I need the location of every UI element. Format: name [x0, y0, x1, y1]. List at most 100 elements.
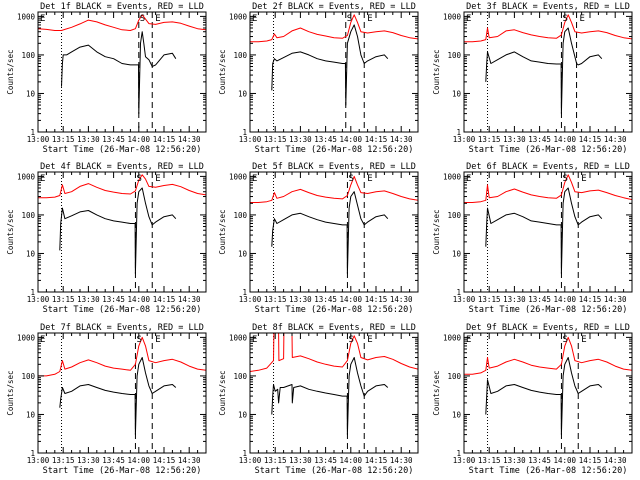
- plot-area: [38, 172, 206, 292]
- y-tick-label: 1: [242, 128, 247, 137]
- x-tick-label: 13:00: [239, 135, 262, 144]
- y-tick-label: 10: [452, 249, 462, 258]
- x-tick-label: 14:30: [178, 135, 201, 144]
- marker-label-left-e: E: [252, 14, 257, 24]
- marker-label-e: E: [155, 335, 160, 345]
- x-tick-label: 14:00: [128, 295, 151, 304]
- y-axis-label: Counts/sec: [432, 49, 441, 94]
- x-axis-label: Start Time (26-Mar-08 12:56:20): [43, 305, 202, 315]
- lld-series-line: [464, 174, 632, 203]
- x-tick-label: 13:45: [102, 135, 125, 144]
- x-tick-label: 14:00: [554, 295, 577, 304]
- marker-label-e: E: [367, 14, 372, 24]
- marker-label-left-e: E: [40, 14, 45, 24]
- y-tick-label: 100: [447, 51, 461, 60]
- y-axis-label: Counts/sec: [6, 49, 15, 94]
- y-tick-label: 100: [21, 51, 35, 60]
- events-series-line: [271, 191, 389, 275]
- x-tick-label: 14:00: [128, 456, 151, 465]
- plot-area: [464, 12, 632, 132]
- x-tick-label: 13:30: [289, 295, 312, 304]
- x-tick-label: 14:15: [365, 135, 388, 144]
- panel-title: Det 6f BLACK = Events, RED = LLD: [466, 162, 630, 172]
- x-tick-label: 13:15: [52, 135, 75, 144]
- x-tick-label: 13:00: [453, 135, 476, 144]
- y-tick-label: 1000: [443, 333, 462, 342]
- events-series-line: [485, 357, 603, 436]
- x-tick-label: 13:15: [478, 135, 501, 144]
- marker-label-left-e: E: [466, 335, 471, 345]
- marker-label-s: S: [562, 335, 567, 345]
- x-tick-label: 13:00: [27, 135, 50, 144]
- panel-title: Det 2f BLACK = Events, RED = LLD: [252, 2, 416, 12]
- x-tick-label: 14:30: [604, 295, 627, 304]
- x-tick-label: 13:00: [27, 295, 50, 304]
- marker-label-e: E: [581, 335, 586, 345]
- axes-frame: [249, 11, 419, 133]
- x-tick-label: 13:15: [478, 295, 501, 304]
- y-tick-label: 1: [30, 288, 35, 297]
- panel-det-9: Det 9f BLACK = Events, RED = LLD E S E 1 10 10…: [432, 323, 633, 476]
- panel-det-8: Det 8f BLACK = Events, RED = LLD E S E 1 10 10…: [218, 323, 419, 476]
- x-tick-label: 14:30: [178, 295, 201, 304]
- y-tick-label: 100: [447, 372, 461, 381]
- x-tick-label: 14:15: [153, 456, 176, 465]
- y-axis-label: Counts/sec: [432, 370, 441, 415]
- y-tick-label: 100: [233, 372, 247, 381]
- lld-series-line: [38, 14, 206, 31]
- panel-title: Det 3f BLACK = Events, RED = LLD: [466, 2, 630, 12]
- plot-area: [38, 333, 206, 453]
- x-tick-label: 13:45: [314, 456, 337, 465]
- marker-label-s: S: [136, 174, 141, 184]
- x-tick-label: 14:00: [554, 135, 577, 144]
- lld-series-line: [250, 14, 418, 43]
- plot-area: [464, 172, 632, 292]
- x-axis-label: Start Time (26-Mar-08 12:56:20): [255, 145, 414, 155]
- marker-label-e: E: [155, 174, 160, 184]
- lld-series-line: [250, 333, 418, 372]
- y-tick-label: 10: [452, 410, 462, 419]
- x-tick-label: 13:30: [77, 135, 100, 144]
- plot-area: [250, 172, 418, 292]
- y-axis-label: Counts/sec: [432, 209, 441, 254]
- x-axis-label: Start Time (26-Mar-08 12:56:20): [469, 145, 628, 155]
- x-tick-label: 13:45: [528, 456, 551, 465]
- x-tick-label: 13:45: [314, 295, 337, 304]
- x-tick-label: 13:45: [102, 295, 125, 304]
- x-tick-label: 13:15: [264, 456, 287, 465]
- lld-series-line: [250, 175, 418, 203]
- events-series-line: [59, 187, 177, 275]
- marker-label-e: E: [367, 335, 372, 345]
- plot-area: [464, 333, 632, 453]
- x-tick-label: 13:00: [239, 295, 262, 304]
- x-tick-label: 14:00: [128, 135, 151, 144]
- marker-label-left-e: E: [40, 335, 45, 345]
- y-tick-label: 100: [233, 211, 247, 220]
- y-tick-label: 10: [238, 249, 248, 258]
- panel-det-2: Det 2f BLACK = Events, RED = LLD E S E 1 10 10…: [218, 2, 419, 155]
- x-tick-label: 13:30: [503, 135, 526, 144]
- y-tick-label: 1: [242, 449, 247, 458]
- panel-det-7: Det 7f BLACK = Events, RED = LLD E S E 1 10 10…: [6, 323, 207, 476]
- events-series-line: [485, 27, 603, 115]
- lld-series-line: [38, 174, 206, 199]
- x-tick-label: 13:30: [503, 295, 526, 304]
- y-tick-label: 1000: [443, 12, 462, 21]
- x-tick-label: 13:30: [289, 135, 312, 144]
- panel-title: Det 7f BLACK = Events, RED = LLD: [40, 323, 204, 333]
- y-axis-label: Counts/sec: [218, 49, 227, 94]
- panel-det-5: Det 5f BLACK = Events, RED = LLD E S E 1 10 10…: [218, 162, 419, 315]
- x-tick-label: 13:15: [52, 295, 75, 304]
- y-tick-label: 10: [26, 410, 36, 419]
- panel-title: Det 1f BLACK = Events, RED = LLD: [40, 2, 204, 12]
- marker-label-e: E: [580, 14, 585, 24]
- x-tick-label: 14:30: [178, 456, 201, 465]
- marker-label-e: E: [581, 174, 586, 184]
- plot-area: [38, 12, 206, 132]
- x-tick-label: 14:30: [604, 135, 627, 144]
- axes-frame: [463, 171, 633, 293]
- x-tick-label: 14:15: [153, 135, 176, 144]
- marker-label-left-e: E: [252, 174, 257, 184]
- y-tick-label: 10: [238, 89, 248, 98]
